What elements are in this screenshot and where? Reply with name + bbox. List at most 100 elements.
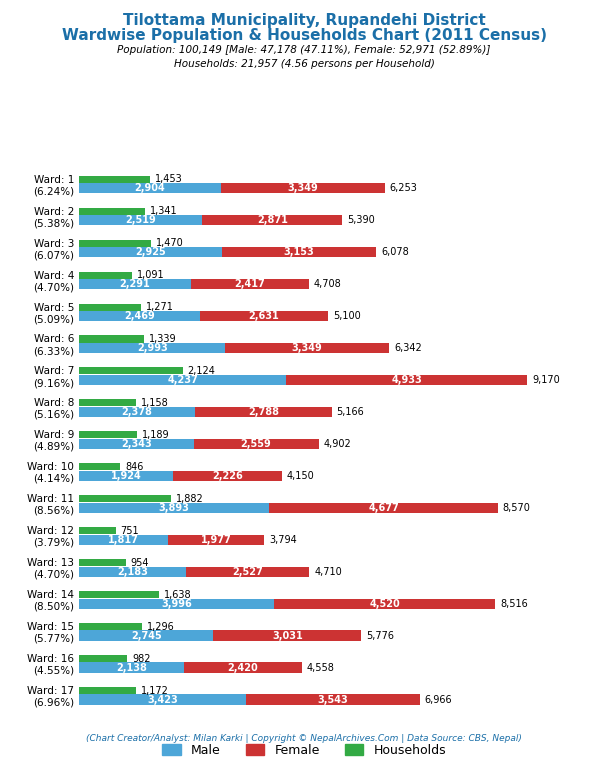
Text: 1,977: 1,977	[201, 535, 232, 545]
Text: 4,902: 4,902	[323, 439, 351, 449]
Text: 2,745: 2,745	[131, 631, 162, 641]
Text: 5,776: 5,776	[366, 631, 394, 641]
Bar	[202, 215, 342, 225]
Text: 2,904: 2,904	[134, 183, 165, 193]
Text: 2,631: 2,631	[249, 311, 280, 321]
Text: 4,677: 4,677	[368, 503, 399, 513]
Text: 9,170: 9,170	[532, 375, 560, 385]
Text: 2,343: 2,343	[121, 439, 151, 449]
Text: 3,031: 3,031	[272, 631, 303, 641]
Text: 2,993: 2,993	[137, 343, 168, 353]
Bar	[79, 439, 193, 449]
Text: 3,996: 3,996	[161, 598, 192, 609]
Bar	[274, 598, 496, 609]
Text: 2,124: 2,124	[188, 366, 216, 376]
Bar	[79, 591, 159, 598]
Bar	[79, 399, 136, 406]
Text: 4,933: 4,933	[392, 375, 422, 385]
Text: 2,469: 2,469	[124, 311, 155, 321]
Bar	[79, 663, 184, 673]
Bar	[286, 375, 527, 385]
Bar	[79, 272, 133, 279]
Text: 982: 982	[132, 654, 150, 664]
Text: 2,226: 2,226	[212, 471, 243, 481]
Text: Population: 100,149 [Male: 47,178 (47.11%), Female: 52,971 (52.89%)]
Households:: Population: 100,149 [Male: 47,178 (47.11…	[117, 45, 491, 68]
Bar	[79, 471, 173, 481]
Bar	[79, 240, 151, 247]
Text: 8,516: 8,516	[500, 598, 528, 609]
Text: 4,150: 4,150	[287, 471, 314, 481]
Bar	[79, 311, 199, 321]
Text: 2,788: 2,788	[248, 407, 279, 417]
Text: 3,893: 3,893	[159, 503, 190, 513]
Bar	[173, 471, 282, 481]
Text: 1,158: 1,158	[140, 398, 168, 408]
Bar	[79, 598, 274, 609]
Text: 1,453: 1,453	[155, 174, 182, 184]
Text: 1,271: 1,271	[146, 302, 174, 312]
Text: 5,100: 5,100	[333, 311, 361, 321]
Text: 2,378: 2,378	[122, 407, 153, 417]
Text: 5,166: 5,166	[336, 407, 364, 417]
Bar	[185, 567, 309, 577]
Bar	[79, 215, 202, 225]
Bar	[79, 655, 127, 662]
Bar	[79, 495, 171, 502]
Bar	[79, 207, 145, 215]
Bar	[221, 183, 385, 194]
Text: 2,527: 2,527	[232, 567, 263, 577]
Text: 6,966: 6,966	[424, 694, 452, 704]
Text: 2,519: 2,519	[125, 215, 156, 225]
Text: 2,183: 2,183	[117, 567, 148, 577]
Bar	[79, 336, 145, 343]
Text: 2,559: 2,559	[241, 439, 272, 449]
Text: 846: 846	[125, 462, 143, 472]
Bar	[79, 567, 185, 577]
Bar	[269, 502, 498, 513]
Bar	[246, 694, 420, 705]
Text: 2,925: 2,925	[135, 247, 166, 257]
Text: 2,417: 2,417	[235, 279, 266, 289]
Bar	[79, 183, 221, 194]
Text: 2,291: 2,291	[120, 279, 150, 289]
Text: 1,470: 1,470	[156, 238, 184, 248]
Text: Wardwise Population & Households Chart (2011 Census): Wardwise Population & Households Chart (…	[61, 28, 547, 44]
Bar	[79, 502, 269, 513]
Bar	[193, 439, 319, 449]
Text: (Chart Creator/Analyst: Milan Karki | Copyright © NepalArchives.Com | Data Sourc: (Chart Creator/Analyst: Milan Karki | Co…	[86, 734, 522, 743]
Text: 3,543: 3,543	[317, 694, 348, 704]
Text: 4,558: 4,558	[306, 663, 334, 673]
Text: Tilottama Municipality, Rupandehi District: Tilottama Municipality, Rupandehi Distri…	[123, 13, 485, 28]
Bar	[79, 303, 141, 310]
Bar	[79, 631, 213, 641]
Text: 1,638: 1,638	[164, 590, 192, 600]
Bar	[168, 535, 264, 545]
Text: 1,172: 1,172	[141, 686, 169, 696]
Text: 3,423: 3,423	[147, 694, 178, 704]
Bar	[79, 176, 150, 183]
Text: 3,349: 3,349	[288, 183, 318, 193]
Bar	[79, 375, 286, 385]
Text: 2,871: 2,871	[257, 215, 288, 225]
Text: 751: 751	[120, 526, 139, 536]
Text: 3,349: 3,349	[292, 343, 323, 353]
Bar	[79, 528, 116, 535]
Bar	[191, 279, 309, 289]
Bar	[79, 694, 246, 705]
Bar	[79, 432, 137, 439]
Text: 1,924: 1,924	[111, 471, 142, 481]
Text: 2,420: 2,420	[227, 663, 258, 673]
Text: 1,091: 1,091	[137, 270, 165, 280]
Text: 1,189: 1,189	[142, 430, 170, 440]
Text: 3,794: 3,794	[269, 535, 297, 545]
Bar	[79, 535, 168, 545]
Text: 1,296: 1,296	[147, 621, 175, 631]
Text: 4,520: 4,520	[370, 598, 400, 609]
Bar	[195, 407, 331, 417]
Text: 4,708: 4,708	[314, 279, 342, 289]
Bar	[79, 623, 142, 631]
Text: 6,078: 6,078	[381, 247, 409, 257]
Text: 1,341: 1,341	[150, 206, 177, 216]
Text: 6,342: 6,342	[394, 343, 422, 353]
Text: 6,253: 6,253	[390, 183, 418, 193]
